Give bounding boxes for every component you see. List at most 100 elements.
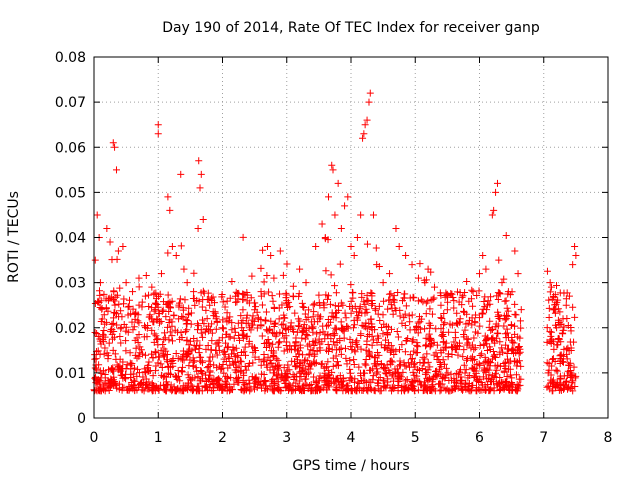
y-tick-label: 0 <box>77 411 86 427</box>
data-point <box>154 130 162 138</box>
data-point <box>337 224 345 232</box>
chart-title: Day 190 of 2014, Rate Of TEC Index for r… <box>162 20 540 36</box>
data-point <box>369 211 377 219</box>
data-point <box>546 279 554 287</box>
y-tick-label: 0.08 <box>55 50 86 66</box>
x-axis-label: GPS time / hours <box>292 458 409 474</box>
data-point <box>263 243 271 251</box>
y-tick-label: 0.07 <box>55 95 86 111</box>
data-point <box>547 283 555 291</box>
data-point <box>479 252 487 260</box>
data-point <box>379 279 387 287</box>
data-point-cloud <box>90 231 580 395</box>
x-tick-label: 5 <box>411 430 420 446</box>
data-point <box>493 179 501 187</box>
data-point <box>350 252 358 260</box>
data-point <box>392 224 400 232</box>
data-point <box>164 193 172 201</box>
x-tick-label: 7 <box>539 430 548 446</box>
y-tick-label: 0.04 <box>55 231 86 247</box>
y-tick-label: 0.05 <box>55 185 86 201</box>
data-point <box>114 247 122 255</box>
data-point <box>325 193 333 201</box>
x-tick-label: 6 <box>475 430 484 446</box>
data-point <box>166 206 174 214</box>
y-axis-label: ROTI / TECUs <box>6 191 22 283</box>
data-point <box>511 247 519 255</box>
data-point <box>112 166 120 174</box>
data-point <box>353 234 361 241</box>
data-point <box>431 283 439 291</box>
data-point <box>109 139 117 147</box>
data-point <box>276 247 284 255</box>
data-point <box>482 265 490 273</box>
data-point <box>495 256 503 264</box>
data-point <box>91 256 99 264</box>
data-point <box>562 301 570 309</box>
x-tick-label: 4 <box>347 430 356 446</box>
data-point <box>106 238 114 246</box>
data-point <box>361 121 369 129</box>
data-point <box>488 211 496 219</box>
data-point <box>357 211 365 219</box>
data-point <box>476 270 483 278</box>
x-tick-label: 1 <box>154 430 163 446</box>
data-point <box>572 252 580 260</box>
data-point <box>122 279 130 287</box>
data-point <box>365 98 373 106</box>
data-point <box>157 270 165 278</box>
data-point <box>328 161 336 169</box>
data-point <box>331 211 339 219</box>
data-point <box>183 279 191 287</box>
y-tick-label: 0.02 <box>55 321 86 337</box>
x-tick-label: 0 <box>90 430 99 446</box>
data-point <box>296 265 304 273</box>
data-point <box>490 206 498 214</box>
data-point <box>180 265 188 273</box>
data-point <box>450 297 458 305</box>
data-point <box>329 166 337 174</box>
data-point <box>469 288 477 296</box>
y-tick-label: 0.06 <box>55 140 86 156</box>
data-point <box>197 170 205 178</box>
data-point <box>408 261 416 269</box>
data-point <box>302 279 310 287</box>
data-point <box>569 261 577 269</box>
data-point <box>111 143 119 151</box>
data-point <box>93 211 101 219</box>
y-tick-label: 0.03 <box>55 276 86 292</box>
data-point <box>148 283 156 291</box>
data-point <box>270 274 278 282</box>
data-point <box>141 292 149 300</box>
data-point <box>334 179 342 187</box>
data-point <box>492 188 500 196</box>
data-point <box>168 243 176 251</box>
data-point <box>514 270 522 278</box>
data-point <box>360 130 368 138</box>
data-point <box>194 224 202 232</box>
data-point <box>341 202 349 210</box>
data-point <box>154 121 162 129</box>
data-point <box>359 134 367 142</box>
data-point <box>206 301 214 309</box>
data-point <box>366 89 374 97</box>
data-point <box>414 274 422 282</box>
x-tick-label: 8 <box>604 430 613 446</box>
data-point <box>402 252 410 260</box>
data-point <box>199 215 207 223</box>
data-point <box>386 270 394 278</box>
data-point <box>498 279 506 287</box>
data-point <box>196 184 204 192</box>
axis-ticks: 0 1 2 3 4 5 6 7 8 0 0.01 0.02 0.03 0.04 0.05 0.06 0.07 0.… <box>55 50 613 446</box>
data-point <box>135 274 143 282</box>
data-point <box>318 220 326 228</box>
data-point <box>177 170 185 178</box>
data-point <box>347 243 355 251</box>
data-point <box>172 252 180 260</box>
data-point <box>571 243 579 251</box>
y-tick-label: 0.01 <box>55 366 86 382</box>
data-point <box>103 224 111 232</box>
data-point <box>267 252 275 260</box>
data-point <box>344 193 352 201</box>
